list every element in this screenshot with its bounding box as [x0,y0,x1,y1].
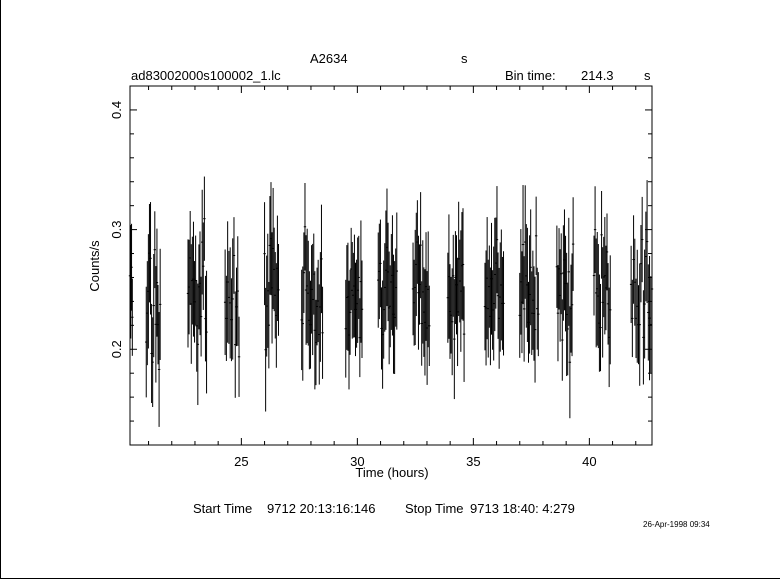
data-point [452,234,455,317]
x-tick-label: 30 [350,454,364,469]
data-point [453,279,456,400]
data-point [566,282,569,376]
data-points [128,176,654,427]
title-unit: s [461,51,468,66]
data-point [419,192,422,299]
data-point [462,286,466,382]
data-point [450,268,454,376]
stop-time-label: Stop Time [405,501,464,516]
data-point [650,229,654,349]
data-point [395,212,398,330]
data-point [301,266,304,381]
data-point [605,213,609,291]
data-point [232,217,236,294]
data-point [537,272,540,357]
data-point [643,249,646,359]
x-axis-label: Time (hours) [355,465,428,480]
data-point [638,263,641,386]
start-time-label: Start Time [193,501,253,516]
bin-time-value: 214.3 [581,68,614,83]
data-point [593,186,597,274]
data-point [631,279,634,358]
data-point [205,270,208,394]
x-tick-label: 40 [582,454,596,469]
data-point [203,176,206,261]
data-point [567,217,570,326]
data-point [263,202,266,306]
x-tick-label: 25 [234,454,248,469]
data-point [202,222,205,310]
data-point [321,286,324,379]
x-tick-label: 35 [466,454,480,469]
data-point [320,204,323,314]
date-stamp: 26-Apr-1998 09:34 [643,520,710,529]
data-point [277,243,280,336]
data-point [158,248,162,360]
data-point [599,283,602,372]
data-point [149,202,152,315]
data-point [236,236,239,346]
data-point [151,317,154,408]
data-point [231,238,234,360]
stop-time-value: 9713 18:40: 4:279 [470,501,575,516]
data-point [196,283,200,406]
data-point [360,260,364,359]
data-point [348,269,352,355]
data-point [237,316,241,397]
data-point [561,299,564,381]
data-point [592,235,596,316]
data-point [131,278,134,356]
bin-time-label: Bin time: [505,68,556,83]
data-point [534,196,538,276]
data-point [461,208,465,321]
data-point [267,281,271,369]
data-point [157,312,161,427]
data-point [379,219,382,308]
y-axis-label: Counts/s [87,240,102,292]
data-point [568,306,572,419]
data-point [153,211,157,289]
data-point [560,233,563,315]
data-point [533,276,537,383]
data-point [609,255,612,365]
data-point [199,276,203,357]
y-tick-label: 0.4 [109,101,124,119]
data-point [303,182,307,271]
data-point [640,196,644,283]
data-point [302,232,306,313]
bin-time-unit: s [644,68,651,83]
file-name: ad83002000s100002_1.lc [131,68,281,83]
data-point [521,185,525,305]
data-point [522,256,526,362]
data-point [570,253,574,357]
y-tick-label: 0.3 [109,221,124,239]
data-point [556,265,560,362]
data-point [600,190,603,279]
data-point [502,251,505,356]
chart-title: A2634 [310,51,348,66]
data-point [152,253,155,358]
axis-ticks: 25 30 35 40 0.2 0.3 0.4 [109,85,652,469]
data-point [155,228,159,337]
data-point [495,186,499,294]
data-point [645,180,649,304]
data-point [130,223,133,311]
data-point [529,209,532,326]
data-point [571,197,575,291]
data-point [428,285,431,367]
data-point [357,235,360,319]
start-time-value: 9712 20:13:16:146 [267,501,376,516]
y-tick-label: 0.2 [109,340,124,358]
